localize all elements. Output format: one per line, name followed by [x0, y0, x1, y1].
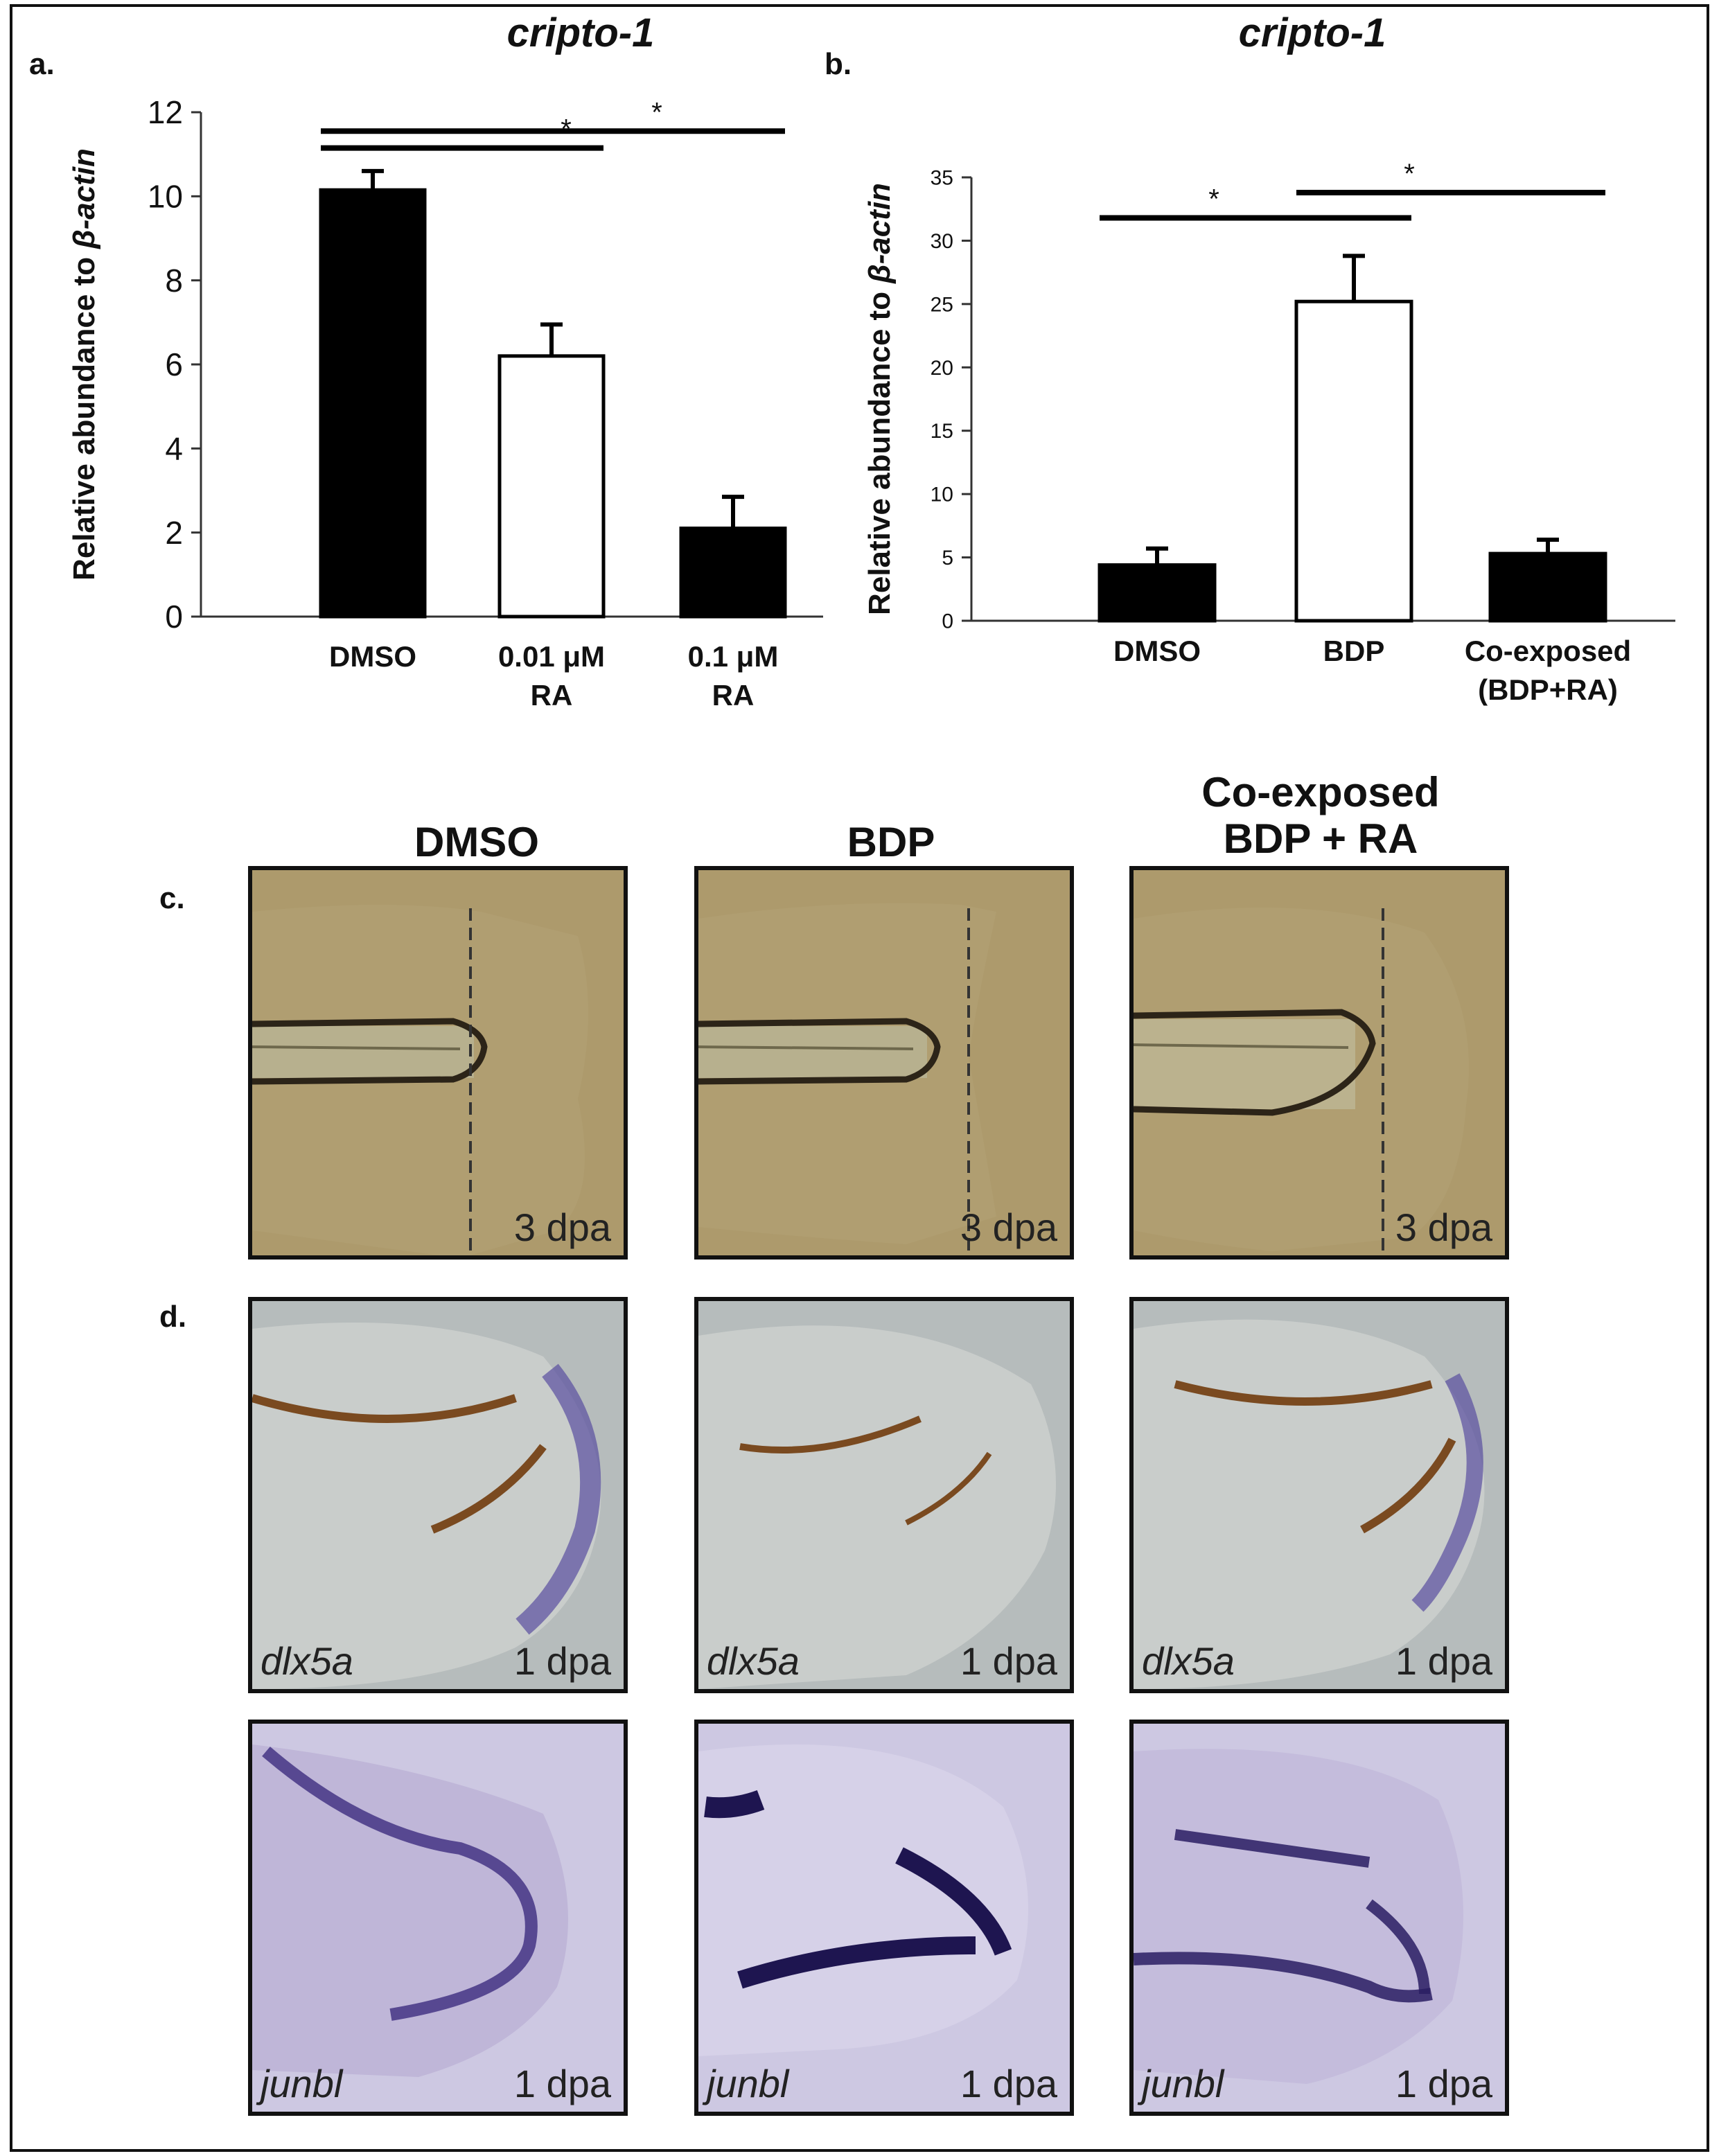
micrograph-c-dmso: 3 dpa [248, 866, 628, 1260]
chart-a-title: cripto-1 [506, 10, 655, 55]
gene-label-d1-dmso: dlx5a [261, 1639, 353, 1683]
y-tick-label: 2 [165, 515, 183, 551]
micrograph-d-dlx5a-bdp: dlx5a 1 dpa [694, 1297, 1074, 1693]
category-label: Co-exposed [1465, 635, 1631, 667]
micrograph-c-bdp: 3 dpa [694, 866, 1074, 1260]
y-tick-label: 10 [931, 484, 953, 506]
stage-label-d2-bdp: 1 dpa [960, 2062, 1057, 2105]
y-axis-label-text: Relative abundance to [67, 249, 101, 581]
y-tick-label: 15 [931, 420, 953, 443]
y-tick-label: 0 [165, 599, 183, 635]
category-label: (BDP+RA) [1478, 673, 1618, 706]
fin-outline-c-coexposed [1134, 908, 1469, 1251]
bar [1294, 299, 1413, 623]
y-tick-label: 35 [931, 167, 953, 190]
stage-label-c-dmso: 3 dpa [513, 1205, 611, 1249]
fin-stain-dlx5a-dmso [252, 1323, 601, 1689]
bar [679, 527, 787, 619]
bar [497, 354, 606, 619]
column-header-dmso: DMSO [414, 819, 539, 865]
micrograph-d-junbl-bdp: junbl 1 dpa [694, 1720, 1074, 2116]
stage-label-c-coexposed: 3 dpa [1395, 1205, 1492, 1249]
fin-stain-junbl-coexposed [1134, 1749, 1463, 2084]
gene-label-d2-coexposed: junbl [1142, 2062, 1224, 2105]
y-tick-label: 4 [165, 430, 183, 466]
stage-label-c-bdp: 3 dpa [960, 1205, 1057, 1249]
fin-stain-dlx5a-coexposed [1134, 1319, 1485, 1689]
y-tick-label: 12 [148, 94, 183, 130]
y-tick-label: 25 [931, 293, 953, 316]
gene-label-d1-bdp: dlx5a [707, 1639, 800, 1683]
micrograph-d-dlx5a-coexposed: dlx5a 1 dpa [1129, 1297, 1509, 1693]
fin-stain-junbl-dmso [252, 1744, 568, 2077]
significance-star: * [1208, 184, 1219, 215]
stage-label-d1-bdp: 1 dpa [960, 1639, 1057, 1683]
category-label: BDP [1323, 635, 1385, 667]
micrograph-d-junbl-coexposed: junbl 1 dpa [1129, 1720, 1509, 2116]
column-header-coexposed: Co-exposed BDP + RA [1201, 769, 1440, 863]
y-tick-label: 6 [165, 346, 183, 382]
panel-b-label: b. [825, 47, 852, 81]
fin-outline-c-dmso [252, 905, 588, 1255]
micrograph-c-coexposed: 3 dpa [1129, 866, 1509, 1260]
stage-label-d2-dmso: 1 dpa [513, 2062, 611, 2105]
y-tick-label: 8 [165, 263, 183, 299]
y-axis-label-italic: β-actin [67, 148, 101, 249]
y-tick-label: 5 [942, 547, 953, 569]
column-header-bdp: BDP [847, 819, 935, 865]
bar [319, 188, 427, 619]
y-tick-label: 0 [942, 610, 953, 633]
micrograph-d-dlx5a-dmso: dlx5a 1 dpa [248, 1297, 628, 1693]
gene-label-d2-bdp: junbl [707, 2062, 789, 2105]
y-tick-label: 10 [148, 178, 183, 214]
category-label: DMSO [329, 640, 416, 673]
stage-label-d1-coexposed: 1 dpa [1395, 1639, 1492, 1683]
fin-outline-c-bdp [698, 903, 996, 1251]
significance-star: * [561, 114, 572, 145]
category-label: 0.1 μM [688, 640, 779, 673]
panel-c-label: c. [159, 881, 185, 915]
fin-stain-junbl-bdp [698, 1744, 1028, 2056]
stage-label-d1-dmso: 1 dpa [513, 1639, 611, 1683]
bar [1488, 551, 1607, 623]
y-axis-label: Relative abundance to β-actin [863, 183, 897, 615]
gene-label-d2-dmso: junbl [261, 2062, 343, 2105]
panel-d-label: d. [159, 1300, 187, 1334]
y-tick-label: 30 [931, 230, 953, 253]
stage-label-d2-coexposed: 1 dpa [1395, 2062, 1492, 2105]
category-label: RA [712, 679, 755, 712]
y-axis-label-italic: β-actin [863, 183, 897, 284]
y-tick-label: 20 [931, 357, 953, 380]
fin-stain-dlx5a-bdp [698, 1325, 1056, 1689]
category-label: DMSO [1113, 635, 1201, 667]
category-label: 0.01 μM [498, 640, 605, 673]
significance-star: * [651, 97, 662, 127]
chart-b: 0 5 10 15 20 25 30 35 Relative abundance to β-ac… [863, 159, 1675, 706]
y-axis-label-text: Relative abundance to [863, 283, 897, 615]
y-axis-label: Relative abundance to β-actin [67, 148, 101, 581]
bar [1097, 563, 1217, 623]
chart-a: 0 2 4 6 8 10 12 Relative abundance to β-actin DM… [67, 94, 823, 712]
category-label: RA [531, 679, 573, 712]
chart-b-title: cripto-1 [1238, 10, 1386, 55]
figure: a. cripto-1 0 2 4 6 8 10 12 Relative abundance … [10, 4, 1709, 2152]
significance-star: * [1404, 159, 1415, 189]
gene-label-d1-coexposed: dlx5a [1142, 1639, 1235, 1683]
panel-a-label: a. [29, 47, 55, 81]
micrograph-d-junbl-dmso: junbl 1 dpa [248, 1720, 628, 2116]
